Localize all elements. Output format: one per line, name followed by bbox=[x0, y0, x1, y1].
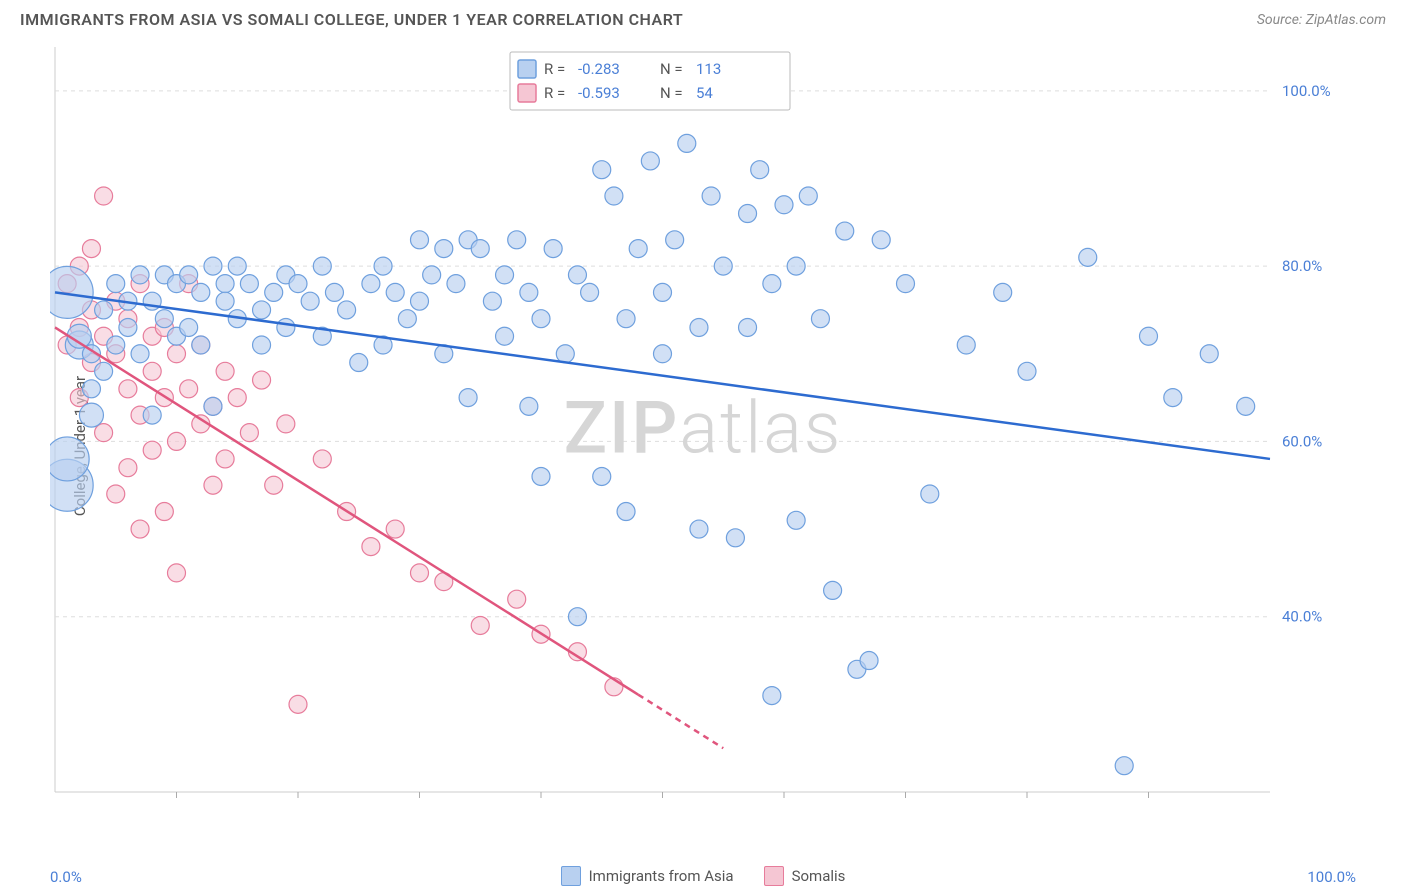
svg-text:40.0%: 40.0% bbox=[1282, 608, 1322, 626]
chart-title: IMMIGRANTS FROM ASIA VS SOMALI COLLEGE, … bbox=[20, 10, 683, 29]
svg-text:-0.283: -0.283 bbox=[578, 60, 620, 78]
svg-text:100.0%: 100.0% bbox=[1282, 82, 1331, 100]
svg-text:80.0%: 80.0% bbox=[1282, 257, 1322, 275]
legend-swatch-asia bbox=[561, 866, 581, 886]
chart-header: IMMIGRANTS FROM ASIA VS SOMALI COLLEGE, … bbox=[0, 0, 1406, 35]
svg-text:N =: N = bbox=[660, 84, 683, 102]
legend-item-asia: Immigrants from Asia bbox=[561, 866, 734, 886]
legend-item-somalis: Somalis bbox=[764, 866, 846, 886]
source-label: Source: ZipAtlas.com bbox=[1257, 12, 1386, 28]
scatter-chart-svg: 40.0% 60.0% 80.0% 100.0% R = -0.283 N = 113 R =-… bbox=[50, 42, 1350, 812]
svg-text:60.0%: 60.0% bbox=[1282, 432, 1322, 450]
svg-text:113: 113 bbox=[696, 60, 721, 78]
legend-swatch-somalis bbox=[764, 866, 784, 886]
bottom-legend: Immigrants from Asia Somalis bbox=[0, 866, 1406, 886]
svg-text:N =: N = bbox=[660, 60, 683, 78]
legend-label-somalis: Somalis bbox=[792, 867, 846, 885]
svg-text:R =: R = bbox=[544, 60, 565, 78]
legend-label-asia: Immigrants from Asia bbox=[589, 867, 734, 885]
svg-text:-0.593: -0.593 bbox=[578, 84, 620, 102]
svg-text:R =: R = bbox=[544, 84, 565, 102]
chart-plot-area: 40.0% 60.0% 80.0% 100.0% R = -0.283 N = 113 R =-… bbox=[50, 42, 1350, 812]
svg-text:54: 54 bbox=[696, 84, 713, 102]
